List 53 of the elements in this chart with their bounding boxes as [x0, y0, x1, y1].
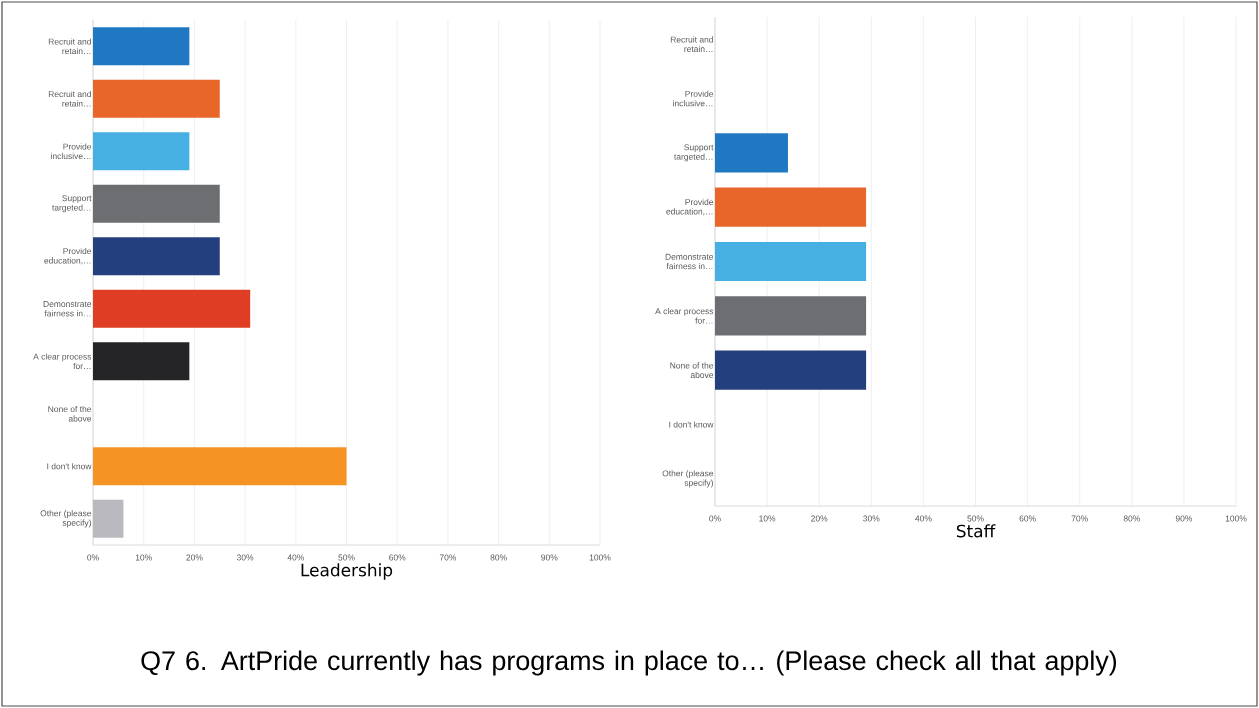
- y-tick-label: Recruit and retain…: [670, 36, 713, 52]
- x-tick-label: 90%: [1175, 515, 1193, 522]
- y-tick-label: Provide inclusive…: [51, 143, 92, 160]
- bar: [93, 237, 220, 276]
- y-tick-label: Other (please specify): [40, 510, 92, 528]
- x-axis-title: Leadership: [301, 563, 393, 580]
- bar: [93, 499, 124, 538]
- y-tick-label: I don't know: [669, 421, 714, 428]
- bar: [93, 79, 220, 118]
- y-tick-label: None of the above: [670, 362, 714, 378]
- x-tick-label: 70%: [1071, 515, 1088, 522]
- y-tick-label: Provide education,…: [666, 198, 714, 216]
- bar: [93, 342, 190, 381]
- y-tick-label: None of the above: [48, 405, 92, 422]
- x-tick-label: 20%: [811, 515, 828, 522]
- x-axis-title: Staff: [956, 524, 996, 538]
- y-tick-label: I don't know: [47, 463, 92, 470]
- y-tick-label: Support targeted…: [674, 144, 714, 162]
- bar: [93, 289, 251, 328]
- x-tick-label: 100%: [589, 554, 611, 561]
- bar: [93, 132, 190, 171]
- x-tick-label: 60%: [1019, 515, 1036, 522]
- y-tick-label: Demonstrate fairness in…: [43, 301, 92, 317]
- x-tick-label: 30%: [863, 515, 880, 522]
- x-tick-label: 30%: [236, 554, 254, 561]
- y-tick-label: A clear process for…: [655, 307, 714, 324]
- y-tick-label: A clear process for…: [33, 353, 92, 370]
- y-tick-label: Recruit and retain…: [48, 38, 91, 55]
- y-tick-label: Recruit and retain…: [48, 90, 91, 107]
- x-tick-label: 50%: [338, 554, 355, 561]
- x-tick-label: 80%: [1123, 515, 1140, 522]
- y-tick-label: Other (please specify): [662, 470, 714, 488]
- x-tick-label: 0%: [709, 515, 721, 522]
- text: Q7 6. ArtPride currently has programs in place to… (Please check all that apply): [141, 650, 1117, 676]
- y-tick-label: Support targeted…: [52, 195, 92, 213]
- x-tick-label: 50%: [967, 515, 984, 522]
- x-tick-label: 10%: [759, 515, 776, 522]
- y-tick-label: Demonstrate fairness in…: [665, 253, 714, 270]
- x-tick-label: 40%: [287, 554, 304, 561]
- x-tick-label: 80%: [490, 554, 507, 561]
- y-tick-label: Provide inclusive…: [673, 90, 714, 107]
- bar: [93, 184, 220, 223]
- x-tick-label: 100%: [1225, 515, 1247, 522]
- x-tick-label: 70%: [439, 554, 457, 561]
- x-tick-label: 10%: [135, 554, 152, 561]
- x-tick-label: 40%: [915, 515, 932, 522]
- bar: [93, 447, 347, 486]
- bar: [93, 27, 190, 66]
- x-tick-label: 60%: [389, 554, 406, 561]
- x-tick-label: 0%: [87, 554, 99, 561]
- y-tick-label: Provide education,…: [44, 247, 92, 265]
- x-tick-label: 20%: [186, 554, 203, 561]
- x-tick-label: 90%: [541, 554, 558, 561]
